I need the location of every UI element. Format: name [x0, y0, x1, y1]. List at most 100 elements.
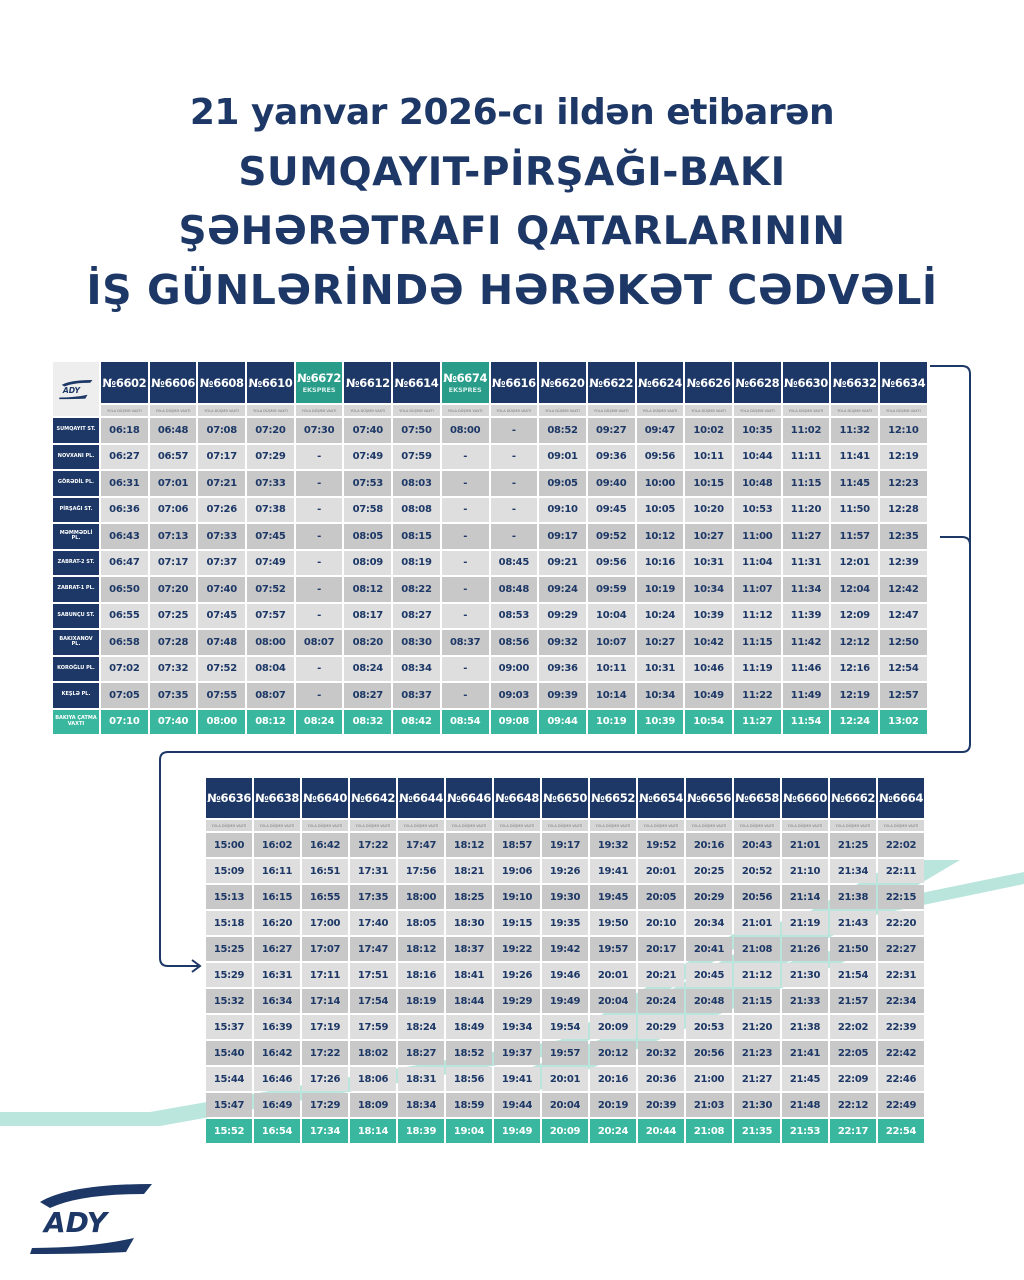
- time-cell: 08:27: [344, 683, 392, 708]
- time-cell: 17:22: [302, 1041, 348, 1065]
- time-cell: 09:01: [539, 444, 586, 469]
- train-number-header: №6620: [539, 362, 586, 403]
- time-cell: 21:25: [830, 833, 876, 857]
- time-cell: 10:48: [733, 471, 781, 496]
- time-cell: 06:18: [101, 418, 148, 443]
- time-cell: 19:32: [590, 833, 636, 857]
- time-cell: 22:46: [878, 1067, 924, 1091]
- time-cell: 06:50: [101, 577, 148, 602]
- time-cell: 07:50: [393, 418, 440, 443]
- train-number-header: №6636: [206, 778, 252, 818]
- time-cell: 15:09: [206, 859, 252, 883]
- time-cell: 21:34: [830, 859, 876, 883]
- train-number-header: №6626: [685, 362, 732, 403]
- time-cell: 08:37: [393, 683, 440, 708]
- time-cell: 07:28: [149, 630, 197, 655]
- time-cell: 09:45: [587, 497, 635, 522]
- time-cell: 20:19: [590, 1093, 636, 1117]
- time-cell: 07:13: [149, 524, 197, 549]
- departure-time-subheader: YOLA DÜŞMƏ VAXTI: [344, 405, 392, 416]
- train-number: №6606: [151, 375, 195, 390]
- time-cell: 08:56: [490, 630, 538, 655]
- time-cell: 09:29: [539, 603, 586, 628]
- time-cell: 12:35: [880, 524, 927, 549]
- train-number: №6656: [687, 791, 731, 805]
- time-cell: 19:52: [638, 833, 684, 857]
- time-cell: -: [441, 444, 489, 469]
- time-cell: 20:36: [638, 1067, 684, 1091]
- time-cell: 15:47: [206, 1093, 252, 1117]
- station-label: SUMQAYIT ST.: [53, 418, 99, 443]
- morning-schedule-table: ADY №6602 №6606 №6608 №6610 №6672 EKSPRES №6612…: [53, 362, 927, 734]
- time-cell: 11:15: [782, 471, 830, 496]
- train-number-header: №6616: [490, 362, 538, 403]
- time-cell: 18:25: [446, 885, 492, 909]
- time-cell: 10:35: [733, 418, 781, 443]
- time-cell: 07:06: [149, 497, 197, 522]
- arrival-time-cell: 08:24: [295, 709, 343, 734]
- train-number-header: №6602: [101, 362, 148, 403]
- time-cell: 15:29: [206, 963, 252, 987]
- time-cell: 08:37: [441, 630, 489, 655]
- train-number-header: №6644: [398, 778, 444, 818]
- time-cell: -: [490, 524, 538, 549]
- time-cell: -: [441, 683, 489, 708]
- time-cell: 20:41: [686, 937, 732, 961]
- time-cell: 08:34: [393, 656, 440, 681]
- train-number-header: №6630: [782, 362, 830, 403]
- time-cell: 17:47: [398, 833, 444, 857]
- time-cell: 18:16: [398, 963, 444, 987]
- time-cell: -: [441, 603, 489, 628]
- time-cell: 22:12: [830, 1093, 876, 1117]
- arrival-time-cell: 21:35: [734, 1119, 780, 1143]
- arrival-time-cell: 10:39: [636, 709, 684, 734]
- train-number: №6624: [637, 375, 682, 390]
- time-cell: 11:20: [782, 497, 830, 522]
- title-suburban-line: ŞƏHƏRƏTRAFI QATARLARININ: [178, 209, 846, 254]
- time-cell: 20:52: [734, 859, 780, 883]
- departure-time-subheader: YOLA DÜŞMƏ VAXTI: [733, 405, 781, 416]
- train-number: №6610: [248, 375, 293, 390]
- train-number-header: №6642: [350, 778, 396, 818]
- time-cell: -: [441, 550, 489, 575]
- time-cell: 19:41: [590, 859, 636, 883]
- departure-time-subheader: YOLA DÜŞMƏ VAXTI: [878, 820, 924, 831]
- time-cell: -: [490, 418, 538, 443]
- arrival-time-cell: 21:08: [686, 1119, 732, 1143]
- time-cell: 18:27: [398, 1041, 444, 1065]
- time-cell: 10:04: [587, 603, 635, 628]
- time-cell: 12:57: [880, 683, 927, 708]
- train-number-header: №6656: [686, 778, 732, 818]
- time-cell: 09:56: [587, 550, 635, 575]
- time-cell: 07:29: [247, 444, 294, 469]
- time-cell: 22:27: [878, 937, 924, 961]
- time-cell: 10:27: [636, 630, 684, 655]
- time-cell: 21:43: [830, 911, 876, 935]
- time-cell: 20:04: [590, 989, 636, 1013]
- time-cell: 20:10: [638, 911, 684, 935]
- departure-time-subheader: YOLA DÜŞMƏ VAXTI: [782, 820, 828, 831]
- departure-time-subheader: YOLA DÜŞMƏ VAXTI: [206, 820, 252, 831]
- time-cell: 17:40: [350, 911, 396, 935]
- time-cell: 18:24: [398, 1015, 444, 1039]
- time-cell: 08:07: [247, 683, 294, 708]
- time-cell: 21:01: [734, 911, 780, 935]
- time-cell: 07:02: [101, 656, 148, 681]
- time-cell: 12:10: [880, 418, 927, 443]
- train-number-header: №6646: [446, 778, 492, 818]
- time-cell: 11:41: [831, 444, 878, 469]
- time-cell: 20:45: [686, 963, 732, 987]
- time-cell: 11:12: [733, 603, 781, 628]
- arrival-time-cell: 08:00: [198, 709, 246, 734]
- train-number: №6644: [399, 791, 443, 805]
- time-cell: 22:49: [878, 1093, 924, 1117]
- time-cell: 10:46: [685, 656, 732, 681]
- time-cell: 09:52: [587, 524, 635, 549]
- svg-text:ADY: ADY: [42, 1206, 110, 1239]
- time-cell: 19:26: [542, 859, 588, 883]
- time-cell: 21:00: [686, 1067, 732, 1091]
- train-number-header: №6640: [302, 778, 348, 818]
- time-cell: 12:19: [831, 683, 878, 708]
- train-number: №6630: [784, 375, 828, 390]
- time-cell: 17:54: [350, 989, 396, 1013]
